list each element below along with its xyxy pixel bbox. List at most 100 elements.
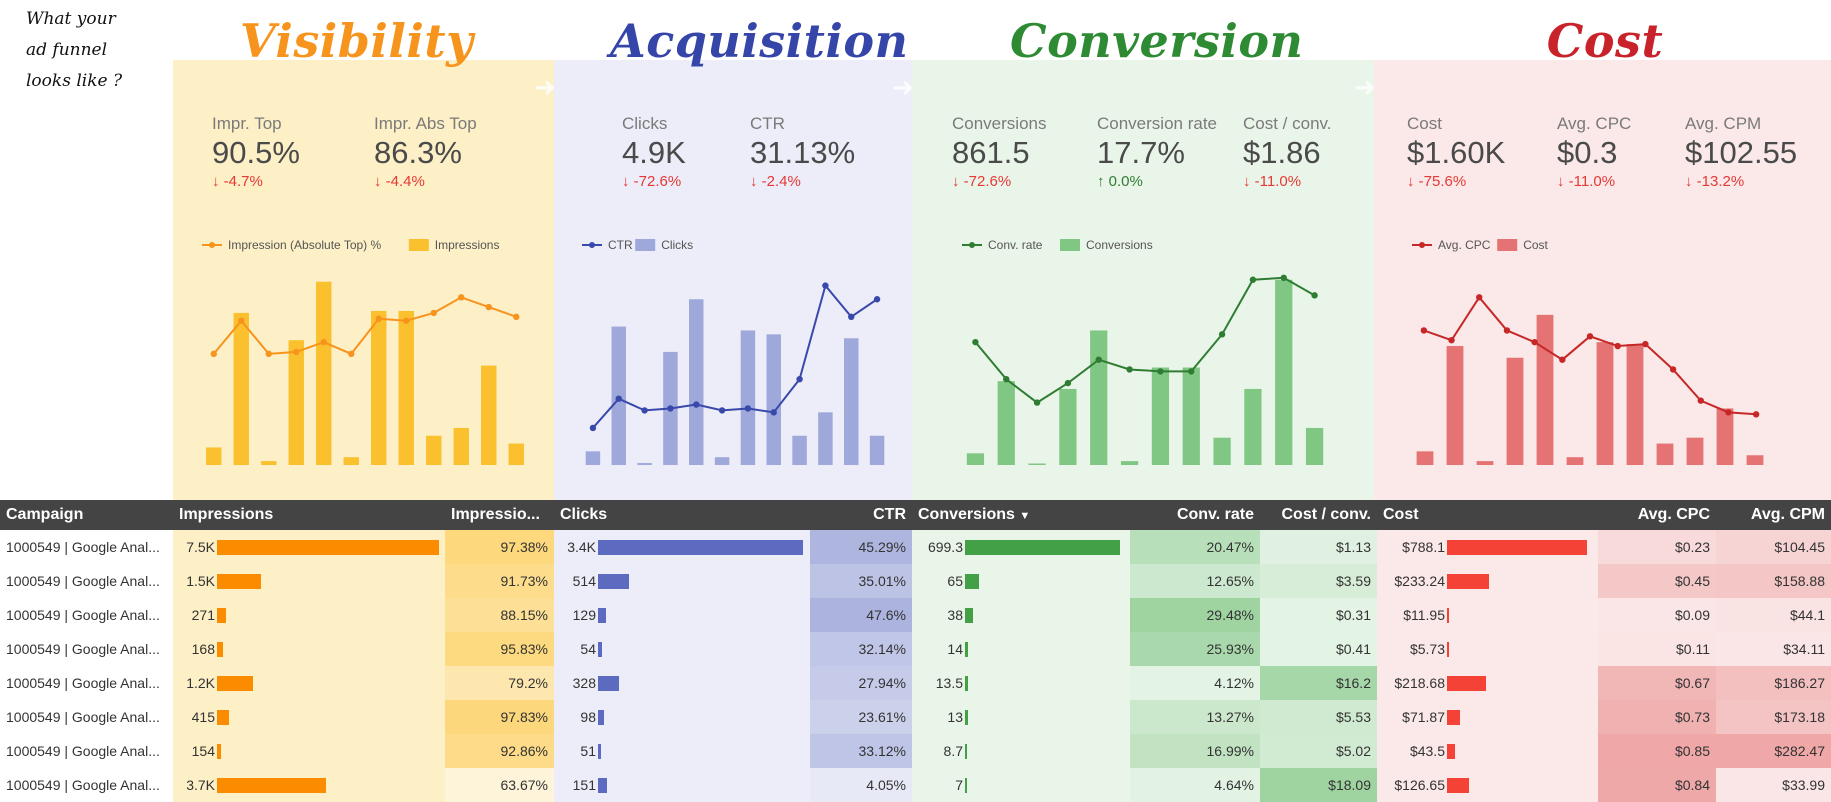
- data-bar: [965, 539, 1120, 555]
- cell-avg-cpm: $282.47: [1716, 734, 1831, 768]
- col-avg-cpm[interactable]: Avg. CPM: [1716, 500, 1831, 530]
- chart-bar: [637, 463, 652, 465]
- section-title-conversion: Conversion: [1010, 14, 1304, 68]
- cell-conv-rate: 4.12%: [1130, 666, 1260, 700]
- data-bar: [598, 573, 629, 589]
- chart-point: [1157, 368, 1164, 375]
- chart-point: [513, 313, 520, 320]
- bar-cell: 54: [560, 641, 804, 657]
- chart-bar: [288, 340, 304, 465]
- col-conversions[interactable]: Conversions ▼: [912, 500, 1130, 530]
- chart-bar: [1275, 279, 1293, 465]
- chart-bar: [844, 338, 859, 465]
- table-row[interactable]: 1000549 | Google Anal... 3.7K 63.67% 151 4.0…: [0, 768, 1831, 802]
- col-campaign[interactable]: Campaign: [0, 500, 173, 530]
- kpi-conversion-1: Conversion rate 17.7% ↑ 0.0%: [1097, 114, 1217, 190]
- cell-avg-cpm: $173.18: [1716, 700, 1831, 734]
- chart-bar: [1686, 437, 1704, 465]
- cell-impressions: 1.5K: [173, 564, 445, 598]
- col-avg-cpc[interactable]: Avg. CPC: [1598, 500, 1716, 530]
- data-bar: [1447, 573, 1489, 589]
- chart-bar: [1476, 461, 1494, 465]
- kpi-value: 86.3%: [374, 135, 462, 170]
- chart-point: [320, 338, 327, 346]
- legend-line-label: Avg. CPC: [1438, 238, 1491, 252]
- chart-bar: [261, 461, 277, 465]
- cell-avg-cpm: $158.88: [1716, 564, 1831, 598]
- cell-cost-per-conv: $18.09: [1260, 768, 1377, 802]
- chart-bar: [1090, 330, 1108, 465]
- bar-value: 129: [572, 607, 596, 623]
- chart-point: [770, 409, 777, 416]
- cell-clicks: 514: [554, 564, 810, 598]
- bar-cell: 1.2K: [179, 675, 439, 691]
- bar-cell: $71.87: [1383, 709, 1592, 725]
- cell-cost: $788.1: [1377, 530, 1598, 564]
- table-row[interactable]: 1000549 | Google Anal... 271 88.15% 129 47.6…: [0, 598, 1831, 632]
- data-bar: [217, 777, 326, 793]
- cell-avg-cpm: $33.99: [1716, 768, 1831, 802]
- chart-point: [1448, 337, 1455, 344]
- data-bar: [1447, 539, 1587, 555]
- col-cost-per-conv[interactable]: Cost / conv.: [1260, 500, 1377, 530]
- legend-line-label: Conv. rate: [988, 238, 1043, 252]
- bar-value: 7.5K: [186, 539, 215, 555]
- col-abs-top[interactable]: Impressio...: [445, 500, 554, 530]
- chart-point: [1669, 366, 1677, 373]
- chart-point: [848, 313, 855, 320]
- data-bar: [598, 709, 605, 725]
- col-impressions[interactable]: Impressions: [173, 500, 445, 530]
- cell-impressions: 271: [173, 598, 445, 632]
- cell-conv-rate: 12.65%: [1130, 564, 1260, 598]
- arrow-up-icon: ↑: [1097, 173, 1105, 190]
- chart-bar: [1305, 427, 1324, 465]
- col-conversions-label: Conversions: [918, 506, 1015, 523]
- kpi-label: Cost / conv.: [1243, 114, 1332, 133]
- table-row[interactable]: 1000549 | Google Anal... 154 92.86% 51 33.12…: [0, 734, 1831, 768]
- chart-point: [348, 350, 355, 358]
- legend-line-label: CTR: [608, 238, 633, 252]
- arrow-down-icon: ↓: [1407, 173, 1415, 190]
- chart-bar: [1059, 388, 1077, 465]
- chart-bar: [766, 334, 781, 465]
- chart-point: [1249, 276, 1257, 283]
- col-cost[interactable]: Cost: [1377, 500, 1598, 530]
- kpi-conversion-0: Conversions 861.5 ↓ -72.6%: [952, 114, 1047, 190]
- chart-point: [265, 350, 272, 358]
- kpi-label: Cost: [1407, 114, 1442, 133]
- kpi-value: $1.60K: [1407, 135, 1506, 170]
- table-row[interactable]: 1000549 | Google Anal... 1.2K 79.2% 328 27.9…: [0, 666, 1831, 700]
- cell-conv-rate: 20.47%: [1130, 530, 1260, 564]
- cell-conversions: 65: [912, 564, 1130, 598]
- chart-point: [293, 348, 300, 356]
- chart-point: [1476, 294, 1483, 301]
- chart-bar: [966, 453, 985, 465]
- chart-point: [1064, 379, 1072, 387]
- arrow-down-icon: ↓: [1685, 173, 1693, 190]
- kpi-change: ↓ -72.6%: [622, 173, 686, 190]
- chart-bar: [1213, 437, 1231, 465]
- bar-value: 13: [947, 709, 963, 725]
- chart-bar: [1566, 457, 1584, 465]
- cell-impressions: 1.2K: [173, 666, 445, 700]
- cell-conv-rate: 25.93%: [1130, 632, 1260, 666]
- table-row[interactable]: 1000549 | Google Anal... 1.5K 91.73% 514 35.…: [0, 564, 1831, 598]
- col-clicks[interactable]: Clicks: [554, 500, 810, 530]
- note-line: ad funnel: [26, 40, 108, 60]
- cell-conv-rate: 4.64%: [1130, 768, 1260, 802]
- cell-avg-cpc: $0.67: [1598, 666, 1716, 700]
- table-row[interactable]: 1000549 | Google Anal... 415 97.83% 98 23.61…: [0, 700, 1831, 734]
- chart-bar: [1028, 463, 1046, 465]
- kpi-conversion-2: Cost / conv. $1.86 ↓ -11.0%: [1243, 114, 1332, 190]
- section-title-visibility: Visibility: [240, 14, 474, 68]
- chart-bar: [585, 451, 601, 465]
- col-conv-rate[interactable]: Conv. rate: [1130, 500, 1260, 530]
- table-row[interactable]: 1000549 | Google Anal... 7.5K 97.38% 3.4K 45…: [0, 530, 1831, 564]
- kpi-value: 861.5: [952, 135, 1030, 170]
- table-row[interactable]: 1000549 | Google Anal... 168 95.83% 54 32.14…: [0, 632, 1831, 666]
- kpi-label: Clicks: [622, 114, 668, 133]
- col-ctr[interactable]: CTR: [810, 500, 912, 530]
- bar-value: 415: [191, 709, 215, 725]
- cell-abs-top: 92.86%: [445, 734, 554, 768]
- kpi-change-value: -72.6%: [633, 173, 682, 190]
